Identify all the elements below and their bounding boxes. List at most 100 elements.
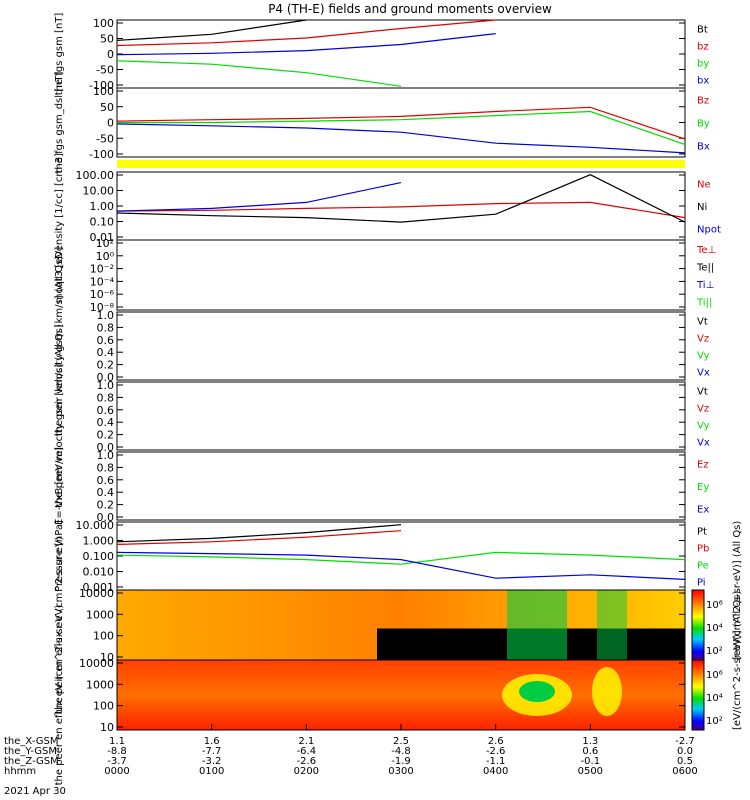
footer-value: 0000 xyxy=(104,766,129,777)
y-tick-label: 100 xyxy=(93,85,114,98)
y-tick-label: 100.00 xyxy=(76,169,115,182)
legend-label: Vt xyxy=(697,317,708,328)
panel-frame xyxy=(116,451,686,521)
series-line-npot xyxy=(116,182,402,212)
footer-value: 0.0 xyxy=(677,746,693,757)
footer-row-label: hhmm xyxy=(4,766,36,777)
footer-value: 0300 xyxy=(388,766,413,777)
y-tick-label: 0.0 xyxy=(97,371,115,384)
y-tick-label: 1.0 xyxy=(97,309,115,322)
footer-value: -2.6 xyxy=(297,756,317,767)
footer-value: -0.1 xyxy=(581,756,601,767)
footer-value: 2.6 xyxy=(488,736,504,747)
colorbar-tick-label: 10⁴ xyxy=(706,693,723,704)
y-tick-label: -50 xyxy=(96,64,114,77)
footer-value: -8.8 xyxy=(107,746,127,757)
y-tick-label: 10⁻⁶ xyxy=(90,288,115,301)
footer-value: -2.7 xyxy=(675,736,695,747)
legend-label: by xyxy=(697,59,709,70)
legend-label: Pt xyxy=(697,527,707,538)
colorbar-tick-label: 10⁶ xyxy=(706,600,723,611)
y-tick-label: 0.010 xyxy=(83,566,115,579)
footer-value: -1.1 xyxy=(486,756,506,767)
y-tick-label: 0.6 xyxy=(97,334,115,347)
y-axis-label: the peer en eflux eV (cm^2-s-sr-eV) xyxy=(54,605,65,786)
footer-value: -3.2 xyxy=(202,756,222,767)
panel-frame xyxy=(116,239,686,311)
y-axis-label: the fgs gsm_dsl [nT] xyxy=(54,71,65,173)
series-line-by xyxy=(116,60,402,87)
y-tick-label: 50 xyxy=(100,101,114,114)
legend-label: By xyxy=(697,119,710,130)
legend-label: Te|| xyxy=(696,262,714,273)
series-line-pi xyxy=(116,551,686,580)
y-axis-label: Density [1/cc] [cm-3] xyxy=(54,153,65,259)
y-tick-label: 10000 xyxy=(79,587,114,600)
series-line-by xyxy=(117,110,686,146)
legend-label: Ex xyxy=(697,505,709,516)
y-tick-label: 0.4 xyxy=(97,346,115,359)
y-tick-label: 0 xyxy=(107,48,114,61)
panel-frame xyxy=(116,311,686,381)
y-tick-label: 10² xyxy=(96,237,114,250)
y-tick-label: 1000 xyxy=(86,678,114,691)
y-tick-label: 0.01 xyxy=(90,231,115,244)
colorbar xyxy=(691,589,705,661)
footer-value: 0400 xyxy=(483,766,508,777)
colorbar-label: [eV/(cm^2-s-sr-eV)] (All Qs) xyxy=(732,591,743,730)
footer-value: -3.7 xyxy=(107,756,127,767)
legend-label: Ez xyxy=(697,459,709,470)
footer: the_X-GSM 1.1 1.6 2.1 2.5 2.6 1.3 -2.7 the_Y-GSM… xyxy=(4,736,698,797)
legend-label: Ti⊥ xyxy=(696,280,714,291)
legend-label: Vz xyxy=(697,334,709,345)
footer-value: 1.6 xyxy=(204,736,220,747)
footer-value: 2.1 xyxy=(298,736,314,747)
panel-10: 10⁶ 10⁴ 10² [eV/(cm^2-s-sr-eV)] (All Qs) 100… xyxy=(54,591,743,786)
series-line-ne xyxy=(116,201,686,219)
y-axis-label: Pressure [nPa] xyxy=(54,520,65,592)
series-line-bz xyxy=(116,19,496,47)
legend-label: Ni xyxy=(697,202,707,213)
y-tick-label: 50 xyxy=(100,33,114,46)
series-line-bt xyxy=(116,19,307,41)
footer-value: 1.1 xyxy=(109,736,125,747)
y-tick-label: 0.10 xyxy=(90,216,115,229)
footer-value: -2.6 xyxy=(486,746,506,757)
plot-title: P4 (TH-E) fields and ground moments over… xyxy=(268,2,552,16)
y-axis-label: moqt3 [eV] xyxy=(54,247,65,304)
series-line-pb xyxy=(116,530,402,545)
y-tick-label: 0.4 xyxy=(97,486,115,499)
y-tick-label: 0.0 xyxy=(97,441,115,454)
spectrogram-blob xyxy=(519,681,555,702)
y-tick-label: 10⁻⁸ xyxy=(90,301,115,314)
legend-label: Vy xyxy=(697,351,710,362)
series-line-ni xyxy=(116,174,686,223)
y-tick-label: -50 xyxy=(96,132,114,145)
y-tick-label: 0 xyxy=(107,117,114,130)
colorbar-tick-label: 10² xyxy=(706,646,723,657)
legend-label: Bx xyxy=(697,142,710,153)
colorbar-tick-label: 10⁴ xyxy=(706,623,723,634)
spectrogram-10 xyxy=(117,660,685,730)
y-tick-label: 0.001 xyxy=(83,581,115,594)
footer-value: 0.5 xyxy=(677,756,693,767)
series-line-bx xyxy=(116,33,496,56)
y-tick-label: 0.6 xyxy=(97,474,115,487)
footer-row-label: the_Z-GSM xyxy=(4,756,59,767)
legend-label: bz xyxy=(697,42,709,53)
footer-date: 2021 Apr 30 xyxy=(4,786,66,797)
series-line-bz xyxy=(116,106,686,140)
y-tick-label: -100 xyxy=(89,79,114,92)
y-tick-label: 1.0 xyxy=(97,449,115,462)
y-tick-label: 10⁻² xyxy=(90,263,114,276)
footer-row-label: the_X-GSM xyxy=(4,736,58,747)
footer-value: 0200 xyxy=(294,766,319,777)
legend-label: Vz xyxy=(697,404,709,415)
legend-label: Vx xyxy=(697,368,710,379)
y-tick-label: -100 xyxy=(89,148,114,161)
y-tick-label: 10⁻⁴ xyxy=(90,275,115,288)
footer-value: -6.4 xyxy=(297,746,317,757)
legend-label: Pb xyxy=(697,544,709,555)
